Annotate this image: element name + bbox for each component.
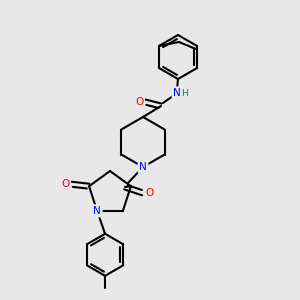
Text: O: O bbox=[135, 97, 143, 107]
Text: H: H bbox=[182, 89, 188, 98]
Text: N: N bbox=[93, 206, 101, 216]
Text: O: O bbox=[145, 188, 153, 198]
Text: N: N bbox=[173, 88, 181, 98]
Text: N: N bbox=[139, 162, 147, 172]
Text: O: O bbox=[61, 179, 69, 189]
